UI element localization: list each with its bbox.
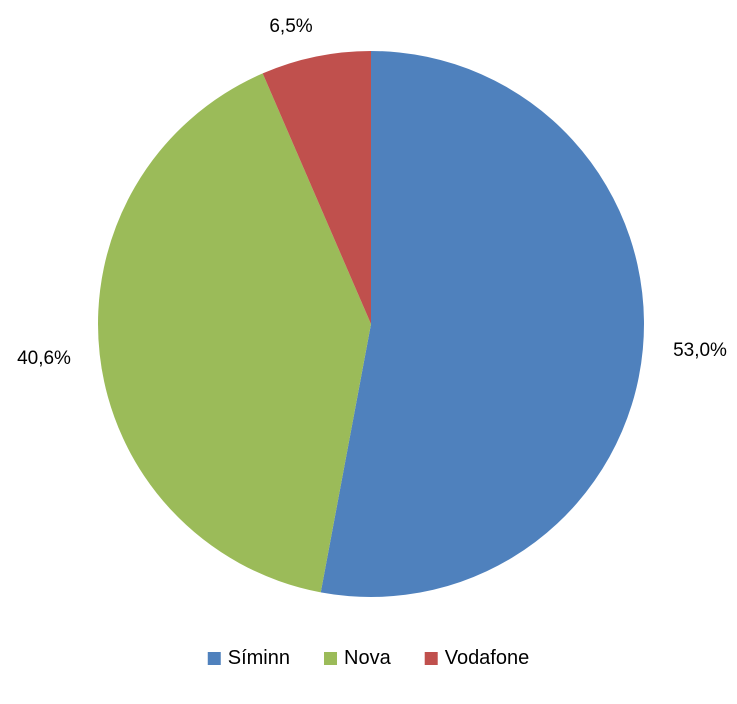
legend-swatch-nova — [324, 652, 338, 665]
data-label-nova: 40,6% — [17, 348, 71, 369]
data-labels: 53,0% 40,6% 6,5% — [17, 16, 727, 369]
data-label-vodafone: 6,5% — [269, 16, 312, 37]
data-label-siminn: 53,0% — [673, 340, 727, 361]
legend: Síminn Nova Vodafone — [207, 647, 530, 669]
legend-swatch-siminn — [207, 652, 221, 665]
legend-label-vodafone: Vodafone — [445, 647, 530, 669]
legend-label-siminn: Síminn — [228, 647, 290, 669]
pie-slice-vodafone — [262, 51, 371, 324]
legend-label-nova: Nova — [344, 647, 392, 669]
pie-slice-siminn — [320, 51, 644, 597]
legend-swatch-vodafone — [424, 652, 438, 665]
pie-slices — [97, 51, 644, 597]
pie-slice-nova — [97, 73, 371, 593]
